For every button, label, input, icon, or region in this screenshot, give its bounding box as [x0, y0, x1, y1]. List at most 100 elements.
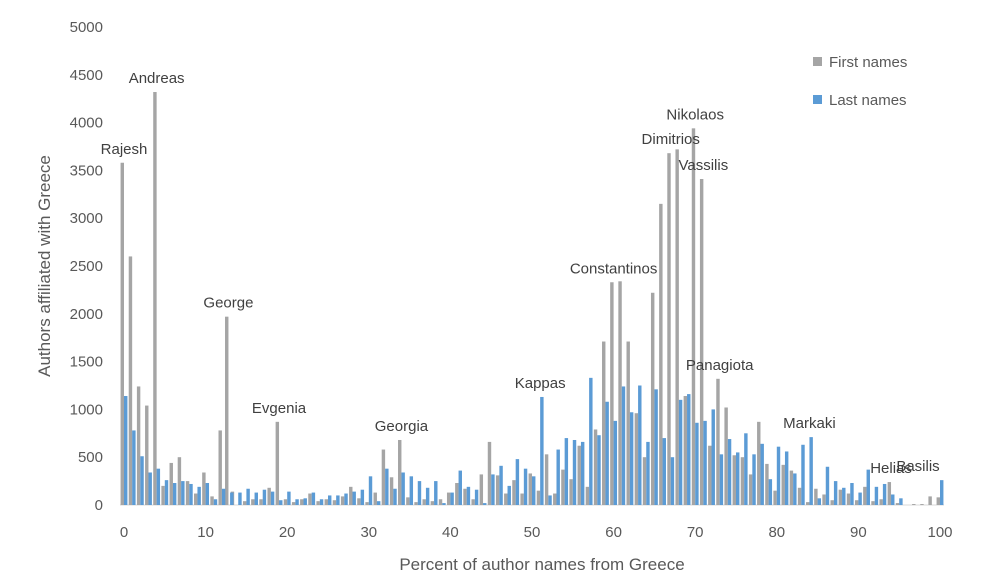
bar-first-name: [814, 488, 818, 505]
annotation-label: Markaki: [783, 415, 836, 432]
bar-first-name: [691, 128, 696, 505]
bar-last-name: [572, 439, 577, 505]
bar-first-name: [846, 493, 851, 505]
bar-first-name: [169, 462, 173, 505]
bar-last-name: [156, 468, 161, 505]
bar-first-name: [251, 499, 255, 505]
bar-first-name: [340, 496, 345, 505]
bar-last-name: [336, 495, 340, 505]
y-tick-label: 4500: [70, 67, 103, 84]
bar-first-name: [789, 470, 794, 505]
bar-first-name: [642, 457, 647, 505]
bar-last-name: [270, 491, 275, 505]
bar-first-name: [120, 162, 124, 505]
bar-last-name: [629, 412, 634, 505]
bar-last-name: [172, 483, 177, 505]
legend-swatch: [813, 95, 822, 104]
bar-last-name: [230, 492, 234, 505]
bar-last-name: [678, 399, 683, 505]
bar-first-name: [561, 469, 565, 505]
bar-last-name: [801, 444, 805, 505]
bar-first-name: [626, 341, 630, 505]
bar-last-name: [319, 499, 324, 505]
bar-first-name: [128, 256, 133, 505]
bar-first-name: [716, 378, 720, 505]
bar-last-name: [499, 465, 503, 505]
y-tick-label: 0: [95, 497, 103, 514]
bar-first-name: [225, 316, 229, 505]
bar-last-name: [474, 489, 479, 505]
bar-last-name: [515, 459, 520, 505]
bar-last-name: [287, 491, 291, 505]
bar-first-name: [618, 281, 622, 505]
bar-first-name: [838, 489, 843, 505]
bar-last-name: [784, 451, 789, 505]
bar-first-name: [806, 502, 810, 505]
bar-last-name: [882, 483, 887, 505]
bar-first-name: [495, 475, 500, 505]
annotation-label: Nikolaos: [666, 106, 724, 123]
bar-first-name: [879, 499, 883, 505]
bar-last-name: [760, 443, 764, 505]
bar-first-name: [414, 502, 418, 505]
bar-last-name: [458, 470, 462, 505]
bar-last-name: [711, 409, 715, 505]
bar-first-name: [373, 492, 377, 505]
bar-last-name: [687, 394, 691, 505]
series-first-names: [120, 92, 940, 506]
bar-first-name: [822, 494, 826, 505]
bar-last-name: [703, 420, 707, 505]
bar-first-name: [161, 485, 165, 505]
bar-first-name: [267, 487, 271, 505]
bar-last-name: [858, 492, 862, 505]
legend-label: First names: [829, 54, 907, 71]
bar-first-name: [675, 149, 679, 506]
bar-first-name: [724, 407, 728, 505]
bar-first-name: [699, 179, 704, 505]
bar-last-name: [589, 377, 593, 505]
bar-last-name: [842, 487, 846, 505]
bar-first-name: [871, 501, 875, 505]
bar-first-name: [406, 497, 410, 505]
bar-last-name: [605, 401, 609, 505]
bar-last-name: [662, 438, 666, 505]
bar-last-name: [638, 385, 642, 505]
y-axis-ticks: 0 500 1000 1500 2000 2500 3000 3500 4000 4500 5000: [70, 19, 103, 514]
bar-last-name: [646, 441, 650, 505]
bar-last-name: [793, 473, 797, 505]
bar-last-name: [597, 435, 601, 505]
bar-first-name: [398, 439, 402, 505]
bar-first-name: [528, 473, 532, 505]
bar-last-name: [491, 474, 495, 505]
x-tick-label: 100: [927, 524, 952, 541]
bar-last-name: [254, 492, 258, 505]
bar-last-name: [140, 456, 144, 505]
bar-first-name: [512, 480, 516, 505]
bar-first-name: [308, 493, 312, 505]
bar-first-name: [504, 493, 508, 505]
bar-first-name: [748, 474, 753, 505]
bar-last-name: [817, 498, 822, 505]
bar-last-name: [940, 480, 944, 505]
bar-last-name: [376, 501, 381, 505]
bar-first-name: [291, 502, 296, 505]
bar-last-name: [540, 396, 544, 505]
bar-last-name: [744, 433, 748, 505]
bar-last-name: [825, 466, 830, 505]
annotations: Rajesh Andreas George Evgenia Georgia Kappas C…: [101, 70, 940, 477]
bar-last-name: [385, 468, 389, 505]
bar-first-name: [536, 490, 541, 505]
annotation-label: Kappas: [515, 375, 566, 392]
bar-last-name: [311, 492, 316, 505]
annotation-label: Georgia: [375, 418, 429, 435]
bar-last-name: [483, 503, 487, 505]
x-tick-label: 40: [442, 524, 459, 541]
annotation-label: Helias: [870, 460, 912, 477]
y-tick-label: 500: [78, 449, 103, 466]
bar-last-name: [295, 499, 299, 505]
bar-first-name: [830, 500, 834, 505]
annotation-label: George: [203, 295, 253, 312]
y-tick-label: 2000: [70, 306, 103, 323]
bar-last-name: [164, 480, 169, 505]
bar-last-name: [580, 441, 585, 505]
